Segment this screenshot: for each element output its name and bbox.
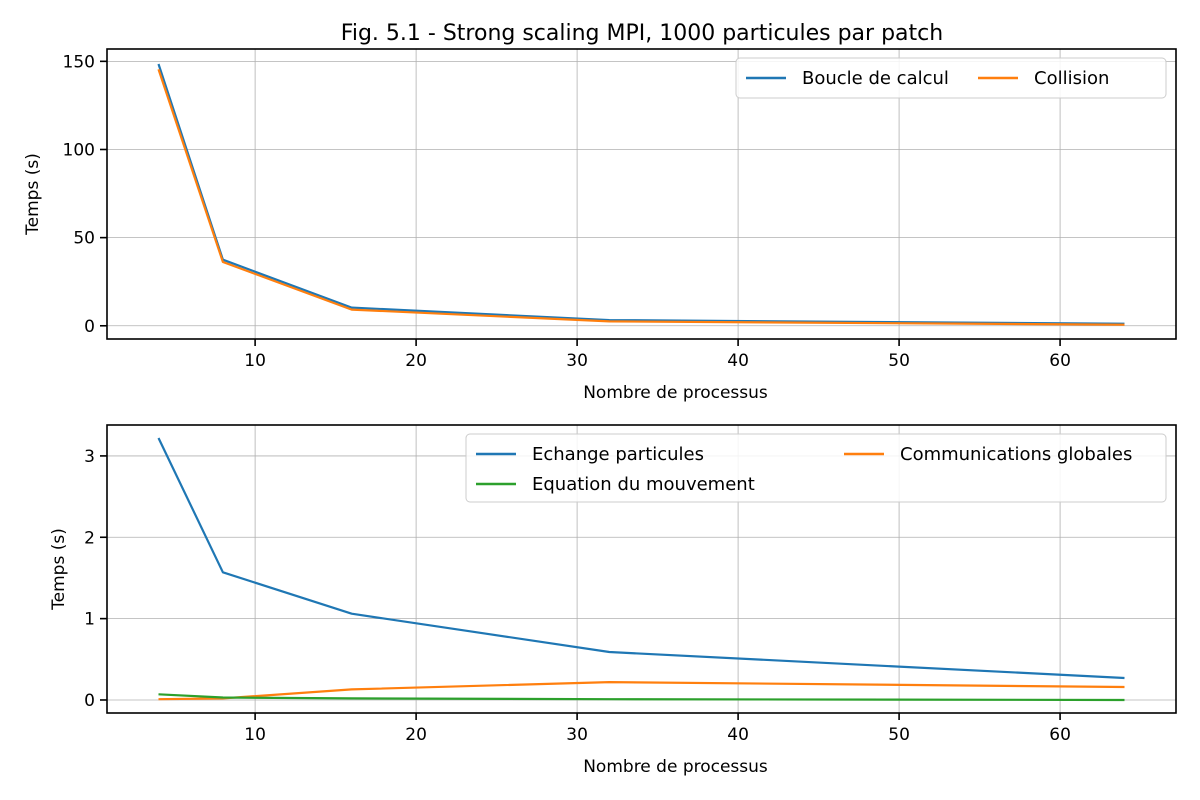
x-tick-label: 50 xyxy=(888,725,910,745)
x-tick-label: 40 xyxy=(727,725,749,745)
bottom-panel: 10 20 30 40 50 60 0 1 2 3 Nombre de processus Temps… xyxy=(49,424,1177,777)
y-tick-label: 2 xyxy=(84,528,95,548)
legend-label: Equation du mouvement xyxy=(532,474,755,495)
x-tick-label: 50 xyxy=(888,351,910,371)
series-line-echange-particules xyxy=(157,437,1125,680)
legend-label: Collision xyxy=(1034,68,1109,89)
y-tick-label: 100 xyxy=(63,140,95,160)
legend: Echange particules Communications globale… xyxy=(465,433,1167,503)
x-tick-label: 10 xyxy=(244,725,266,745)
y-tick-label: 50 xyxy=(73,229,95,249)
y-tick-label: 150 xyxy=(63,52,95,72)
series-line-equation-du-mouvement xyxy=(158,693,1125,702)
axes-frame xyxy=(106,48,1177,340)
y-axis-label: Temps (s) xyxy=(23,153,43,236)
x-tick-label: 10 xyxy=(244,351,266,371)
legend-frame xyxy=(735,57,1167,99)
y-axis-label: Temps (s) xyxy=(49,528,69,611)
x-tick-label: 30 xyxy=(566,351,588,371)
legend-label: Boucle de calcul xyxy=(802,68,949,89)
y-tick-label: 0 xyxy=(84,317,95,337)
top-panel: 10 20 30 40 50 60 0 50 100 150 Nombre de processus… xyxy=(23,48,1177,403)
x-axis-label: Nombre de processus xyxy=(583,383,768,403)
axes-frame xyxy=(106,424,1177,714)
x-tick-label: 60 xyxy=(1049,725,1071,745)
series-line-communications-globales xyxy=(158,680,1125,701)
x-tick-label: 60 xyxy=(1049,351,1071,371)
series-line-boucle-de-calcul xyxy=(157,63,1125,325)
y-tick-label: 1 xyxy=(84,610,95,630)
series-line-collision xyxy=(157,68,1125,326)
figure-title: Fig. 5.1 - Strong scaling MPI, 1000 part… xyxy=(341,21,943,46)
legend-label: Communications globales xyxy=(900,444,1132,465)
legend-frame xyxy=(465,433,1167,503)
x-tick-label: 30 xyxy=(566,725,588,745)
y-tick-label: 3 xyxy=(84,447,95,467)
x-axis-label: Nombre de processus xyxy=(583,757,768,777)
legend-label: Echange particules xyxy=(532,444,704,465)
x-tick-label: 40 xyxy=(727,351,749,371)
x-tick-label: 20 xyxy=(405,351,427,371)
x-tick-label: 20 xyxy=(405,725,427,745)
legend: Boucle de calcul Collision xyxy=(735,57,1167,99)
y-tick-label: 0 xyxy=(84,691,95,711)
